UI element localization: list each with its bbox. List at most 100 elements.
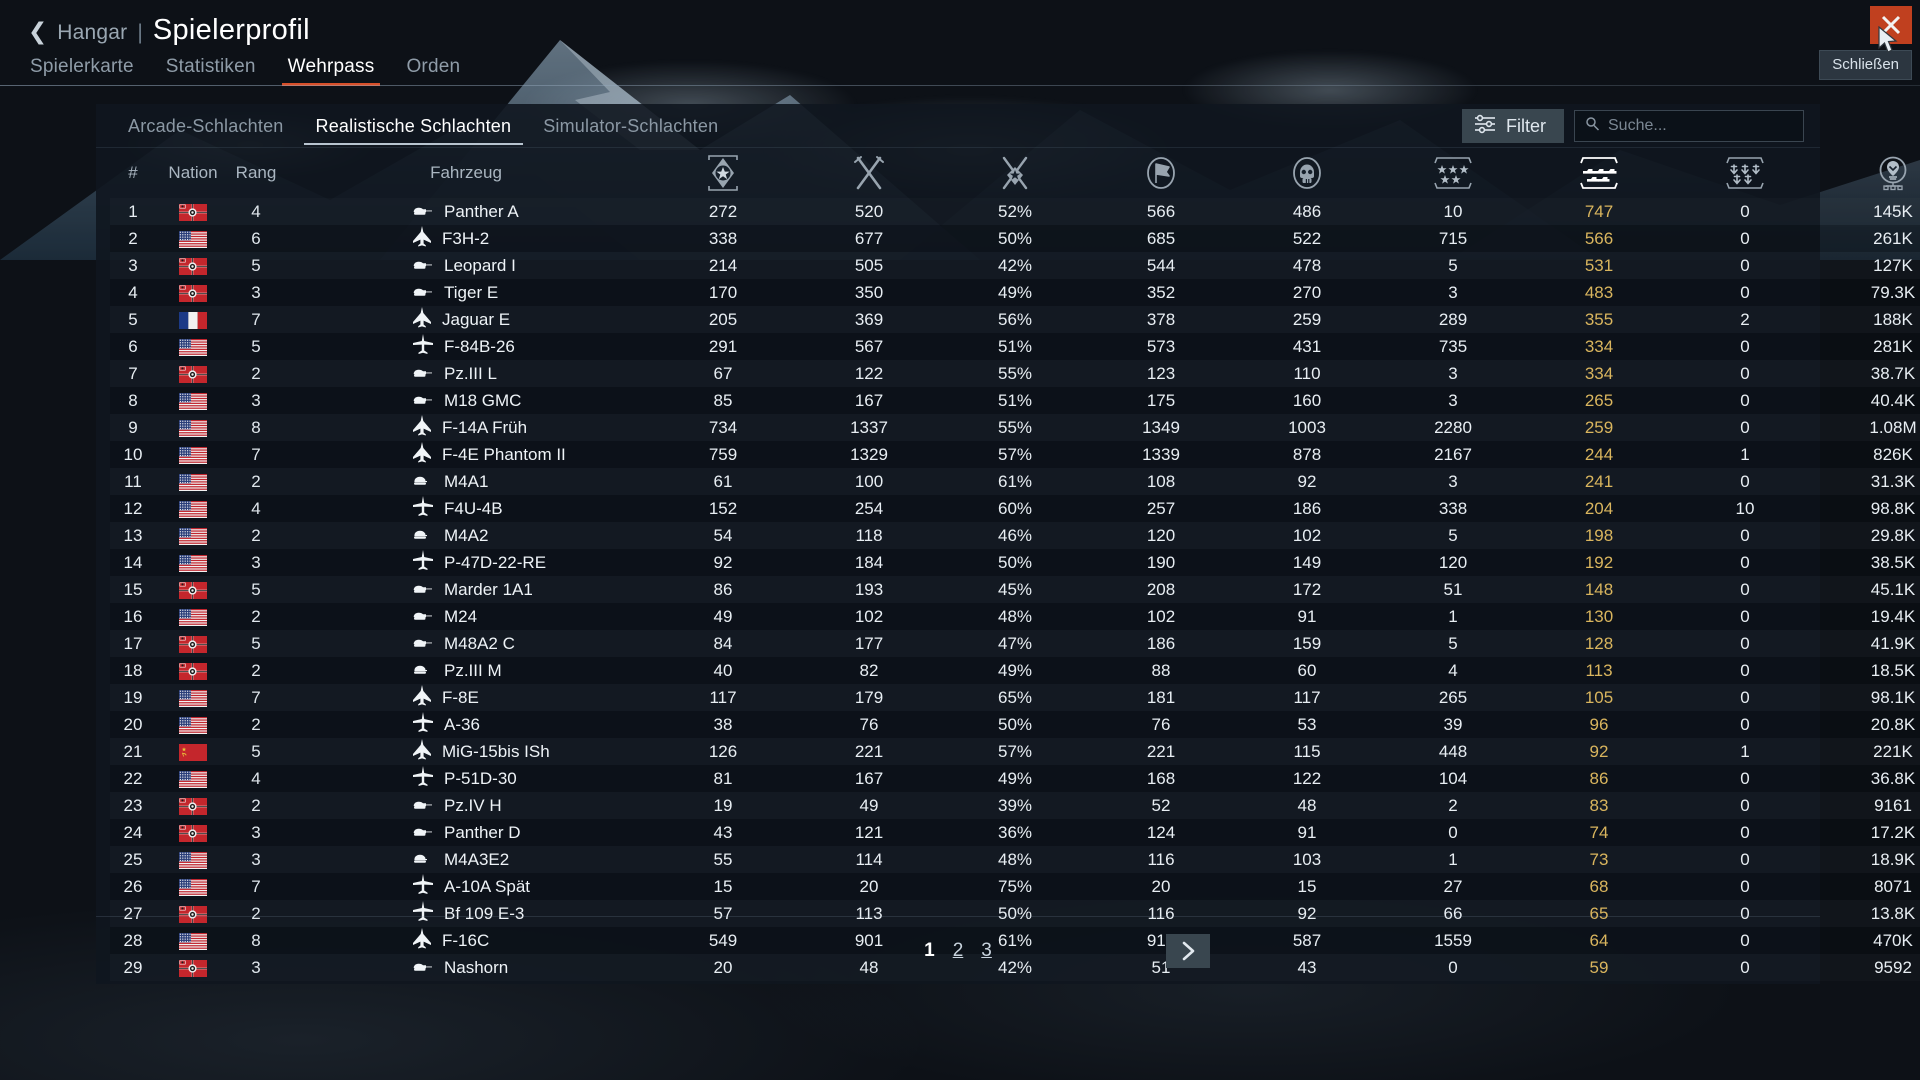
flag-germany-icon: [179, 365, 207, 383]
cell-research-points: 826K: [1873, 444, 1913, 464]
cell-winrate: 56%: [997, 309, 1033, 329]
cell-naval-kills: 0: [1740, 417, 1750, 437]
tab-orden[interactable]: Orden: [406, 56, 461, 77]
table-row[interactable]: 9 8 F-14A Früh 734 1337 55% 1349 1003 2280 259 0 1.…: [110, 414, 1920, 441]
tab-spielerkarte[interactable]: Spielerkarte: [30, 56, 134, 77]
table-row[interactable]: 26 7 A-10A Spät 15 20 75% 20 15 27 68 0 8071: [110, 873, 1920, 900]
cell-rank: 3: [251, 849, 261, 869]
table-row[interactable]: 18 2 Pz.III M 40 82 49% 88 60 4 113 0 18.5K: [110, 657, 1920, 684]
cell-vehicle: Panther D: [282, 819, 650, 846]
breadcrumb-hangar-link[interactable]: Hangar: [57, 21, 128, 44]
table-row[interactable]: 21 5 MiG-15bis ISh 126 221 57% 221 115 448 92 1 221…: [110, 738, 1920, 765]
col-deaths[interactable]: [1234, 148, 1380, 198]
cell-victories: 566: [1146, 201, 1176, 221]
col-vehicle[interactable]: Fahrzeug: [430, 163, 502, 182]
table-row[interactable]: 12 4 F4U-4B 152 254 60% 257 186 338 204 10 98.8K: [110, 495, 1920, 522]
cell-rank: 3: [251, 282, 261, 302]
search-input[interactable]: Suche...: [1574, 110, 1804, 142]
table-row[interactable]: 25 3 M4A3E2 55 114 48% 116 103 1 73 0 18.9K: [110, 846, 1920, 873]
cell-battles: 167: [854, 768, 884, 788]
table-row[interactable]: 15 5 Marder 1A1 86 193 45% 208 172 51 148 0 45.1K: [110, 576, 1920, 603]
cell-nation-flag: [156, 252, 230, 279]
cell-victories: 544: [1146, 255, 1176, 275]
col-nation[interactable]: Nation: [168, 163, 218, 182]
page-1[interactable]: 1: [924, 939, 935, 961]
table-row[interactable]: 11 2 M4A1 61 100 61% 108 92 3 241 0 31.3K: [110, 468, 1920, 495]
cell-winrate: 49%: [997, 768, 1033, 788]
tab-arcade-battles[interactable]: Arcade-Schlachten: [128, 115, 284, 136]
cell-air-kills: 0: [1448, 957, 1458, 977]
next-page-button[interactable]: [1166, 933, 1210, 968]
col-winrate[interactable]: [942, 148, 1088, 198]
cell-air-kills: 4: [1448, 660, 1458, 680]
cell-winrate: 51%: [997, 336, 1033, 356]
cell-rank: 2: [251, 660, 261, 680]
table-row[interactable]: 27 2 Bf 109 E-3 57 113 50% 116 92 66 65 0 13.8K: [110, 900, 1920, 927]
cell-vehicle: MiG-15bis ISh: [282, 738, 650, 765]
col-naval-kills[interactable]: [1672, 148, 1818, 198]
table-row[interactable]: 14 3 P-47D-22-RE 92 184 50% 190 149 120 192 0 38.5K: [110, 549, 1920, 576]
propeller-plane-icon: [413, 874, 433, 894]
page-3[interactable]: 3: [981, 939, 992, 961]
cell-battles: 48: [859, 957, 879, 977]
page-2[interactable]: 2: [952, 939, 964, 961]
cell-index: 4: [128, 282, 138, 302]
filter-button[interactable]: Filter: [1462, 109, 1564, 143]
table-row[interactable]: 3 5 Leopard I 214 505 42% 544 478 5 531 0 127K: [110, 252, 1920, 279]
cell-index: 3: [128, 255, 138, 275]
table-row[interactable]: 22 4 P-51D-30 81 167 49% 168 122 104 86 0 36.8K: [110, 765, 1920, 792]
table-row[interactable]: 6 5 F-84B-26 291 567 51% 573 431 735 334 0 281K: [110, 333, 1920, 360]
cell-missions: 40: [713, 660, 733, 680]
table-row[interactable]: 17 5 M48A2 C 84 177 47% 186 159 5 128 0 41.9K: [110, 630, 1920, 657]
flag-usa-icon: [179, 338, 207, 356]
col-missions[interactable]: [650, 148, 796, 198]
cell-index: 19: [123, 687, 143, 707]
cell-deaths: 587: [1292, 930, 1322, 950]
cell-missions: 170: [708, 282, 738, 302]
cell-missions: 205: [708, 309, 738, 329]
table-row[interactable]: 10 7 F-4E Phantom II 759 1329 57% 1339 878 2167 2…: [110, 441, 1920, 468]
cell-index: 12: [123, 498, 143, 518]
col-ground-kills[interactable]: [1526, 148, 1672, 198]
cell-research-points: 13.8K: [1870, 903, 1916, 923]
table-row[interactable]: 16 2 M24 49 102 48% 102 91 1 130 0 19.4K: [110, 603, 1920, 630]
tab-statistiken[interactable]: Statistiken: [165, 56, 256, 77]
tab-simulator-battles[interactable]: Simulator-Schlachten: [543, 115, 719, 136]
cell-winrate: 50%: [997, 552, 1033, 572]
table-row[interactable]: 13 2 M4A2 54 118 46% 120 102 5 198 0 29.8K: [110, 522, 1920, 549]
col-index[interactable]: #: [128, 163, 138, 182]
tab-realistic-battles[interactable]: Realistische Schlachten: [300, 105, 528, 147]
cell-air-kills: 2280: [1434, 417, 1472, 437]
col-rank[interactable]: Rang: [235, 163, 277, 182]
col-research-points[interactable]: [1818, 148, 1920, 198]
cell-victories: 168: [1146, 768, 1176, 788]
col-victories[interactable]: [1088, 148, 1234, 198]
table-row[interactable]: 4 3 Tiger E 170 350 49% 352 270 3 483 0 79.3K: [110, 279, 1920, 306]
cell-air-kills: 1: [1448, 849, 1458, 869]
col-battles[interactable]: [796, 148, 942, 198]
table-row[interactable]: 24 3 Panther D 43 121 36% 124 91 0 74 0 17.2K: [110, 819, 1920, 846]
table-row[interactable]: 29 3 Nashorn 20 48 42% 51 43 0 59 0 9592: [110, 954, 1920, 981]
table-row[interactable]: 5 7 Jaguar E 205 369 56% 378 259 289 355 2 188K: [110, 306, 1920, 333]
col-air-kills[interactable]: [1380, 148, 1526, 198]
back-chevron-icon[interactable]: ❮: [28, 19, 48, 45]
table-row[interactable]: 19 7 F-8E 117 179 65% 181 117 265 105 0 98.1K: [110, 684, 1920, 711]
table-row[interactable]: 23 2 Pz.IV H 19 49 39% 52 48 2 83 0 9161: [110, 792, 1920, 819]
cell-deaths: 1003: [1288, 417, 1326, 437]
search-placeholder: Suche...: [1608, 117, 1667, 134]
cell-naval-kills: 0: [1740, 768, 1750, 788]
table-row[interactable]: 2 6 F3H-2 338 677 50% 685 522 715 566 0 261K: [110, 225, 1920, 252]
table-row[interactable]: 1 4 Panther A 272 520 52% 566 486 10 747 0 145K: [110, 198, 1920, 225]
cell-index: 23: [123, 795, 143, 815]
cell-victories: 186: [1146, 633, 1176, 653]
tab-wehrpass[interactable]: Wehrpass: [281, 56, 381, 86]
tank-icon: [413, 828, 432, 836]
cell-naval-kills: 0: [1740, 390, 1750, 410]
table-row[interactable]: 8 3 M18 GMC 85 167 51% 175 160 3 265 0 40.4K: [110, 387, 1920, 414]
cell-research-points: 261K: [1873, 228, 1913, 248]
tank-icon: [413, 288, 432, 296]
flag-usa-icon: [179, 392, 207, 410]
table-row[interactable]: 7 2 Pz.III L 67 122 55% 123 110 3 334 0 38.7K: [110, 360, 1920, 387]
table-row[interactable]: 20 2 A-36 38 76 50% 76 53 39 96 0 20.8K: [110, 711, 1920, 738]
close-button[interactable]: [1870, 6, 1912, 44]
